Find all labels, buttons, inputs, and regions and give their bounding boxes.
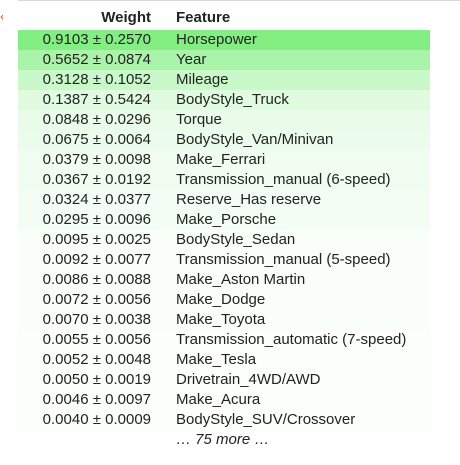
weight-cell: 0.0379 ± 0.0098 [42, 151, 151, 168]
weight-header: Weight [101, 9, 151, 26]
feature-cell: Make_Dodge [176, 291, 266, 308]
weight-cell: 0.0070 ± 0.0038 [42, 311, 151, 328]
weight-cell: 0.0046 ± 0.0097 [42, 391, 151, 408]
feature-cell: Reserve_Has reserve [176, 191, 322, 208]
more-features-label: … 75 more … [176, 430, 431, 450]
table-row: 0.0086 ± 0.0088 Make_Aston Martin [18, 270, 431, 290]
table-body: 0.9103 ± 0.2570 Horsepower 0.5652 ± 0.0874… [18, 30, 431, 450]
feature-weights-table: Weight Feature 0.9103 ± 0.2570 Horsepower… [18, 8, 431, 450]
table-row: 0.0040 ± 0.0009 BodyStyle_SUV/Crossover [18, 410, 431, 430]
feature-cell: Make_Ferrari [176, 151, 266, 168]
weight-cell: 0.0095 ± 0.0025 [42, 231, 151, 248]
table-row: 0.0052 ± 0.0048 Make_Tesla [18, 350, 431, 370]
feature-cell: Mileage [176, 71, 229, 88]
table-row: 0.0092 ± 0.0077 Transmission_manual (5-sp… [18, 250, 431, 270]
table-row: 0.0050 ± 0.0019 Drivetrain_4WD/AWD [18, 370, 431, 390]
table-row: 0.0675 ± 0.0064 BodyStyle_Van/Minivan [18, 130, 431, 150]
weight-cell: 0.0675 ± 0.0064 [42, 131, 151, 148]
feature-cell: Make_Toyota [176, 311, 266, 328]
feature-cell: Transmission_automatic (7-speed) [176, 331, 407, 348]
feature-cell: BodyStyle_SUV/Crossover [176, 411, 356, 428]
feature-cell: Drivetrain_4WD/AWD [176, 371, 321, 388]
table-row: 0.0046 ± 0.0097 Make_Acura [18, 390, 431, 410]
feature-header: Feature [176, 9, 231, 26]
feature-cell: Horsepower [176, 31, 257, 48]
table-row: 0.0379 ± 0.0098 Make_Ferrari [18, 150, 431, 170]
feature-cell: Make_Porsche [176, 211, 277, 228]
table-row: 0.0095 ± 0.0025 BodyStyle_Sedan [18, 230, 431, 250]
weight-cell: 0.0052 ± 0.0048 [42, 351, 151, 368]
feature-cell: BodyStyle_Truck [176, 91, 289, 108]
cell-edge-marker: ‹ [0, 10, 3, 24]
more-spacer-cell [18, 430, 176, 450]
weight-cell: 0.0050 ± 0.0019 [42, 371, 151, 388]
table-row: 0.5652 ± 0.0874 Year [18, 50, 431, 70]
table-row: 0.9103 ± 0.2570 Horsepower [18, 30, 431, 50]
weight-cell: 0.0086 ± 0.0088 [42, 271, 151, 288]
feature-cell: Transmission_manual (6-speed) [176, 171, 391, 188]
weight-cell: 0.0092 ± 0.0077 [42, 251, 151, 268]
table-row: 0.0295 ± 0.0096 Make_Porsche [18, 210, 431, 230]
weight-cell: 0.0324 ± 0.0377 [42, 191, 151, 208]
weight-cell: 0.1387 ± 0.5424 [42, 91, 151, 108]
table-row: 0.0324 ± 0.0377 Reserve_Has reserve [18, 190, 431, 210]
weight-cell: 0.0367 ± 0.0192 [42, 171, 151, 188]
feature-cell: Make_Tesla [176, 351, 257, 368]
weight-cell: 0.0848 ± 0.0296 [42, 111, 151, 128]
table-row: 0.0367 ± 0.0192 Transmission_manual (6-sp… [18, 170, 431, 190]
feature-cell: Make_Acura [176, 391, 261, 408]
table-row: 0.0070 ± 0.0038 Make_Toyota [18, 310, 431, 330]
feature-cell: BodyStyle_Sedan [176, 231, 296, 248]
cell-divider [18, 0, 460, 1]
weight-cell: 0.5652 ± 0.0874 [42, 51, 151, 68]
more-features-row: … 75 more … [18, 430, 431, 450]
weight-cell: 0.0072 ± 0.0056 [42, 291, 151, 308]
feature-cell: BodyStyle_Van/Minivan [176, 131, 334, 148]
weight-cell: 0.9103 ± 0.2570 [42, 31, 151, 48]
table-row: 0.3128 ± 0.1052 Mileage [18, 70, 431, 90]
table-row: 0.0055 ± 0.0056 Transmission_automatic (7… [18, 330, 431, 350]
feature-cell: Make_Aston Martin [176, 271, 306, 288]
table-row: 0.0848 ± 0.0296 Torque [18, 110, 431, 130]
weight-cell: 0.3128 ± 0.1052 [42, 71, 151, 88]
weight-cell: 0.0040 ± 0.0009 [42, 411, 151, 428]
feature-cell: Torque [176, 111, 222, 128]
table-row: 0.1387 ± 0.5424 BodyStyle_Truck [18, 90, 431, 110]
table-row: 0.0072 ± 0.0056 Make_Dodge [18, 290, 431, 310]
table-header-row: Weight Feature [18, 8, 430, 30]
feature-cell: Year [176, 51, 207, 68]
weight-cell: 0.0055 ± 0.0056 [42, 331, 151, 348]
feature-cell: Transmission_manual (5-speed) [176, 251, 391, 268]
weight-cell: 0.0295 ± 0.0096 [42, 211, 151, 228]
